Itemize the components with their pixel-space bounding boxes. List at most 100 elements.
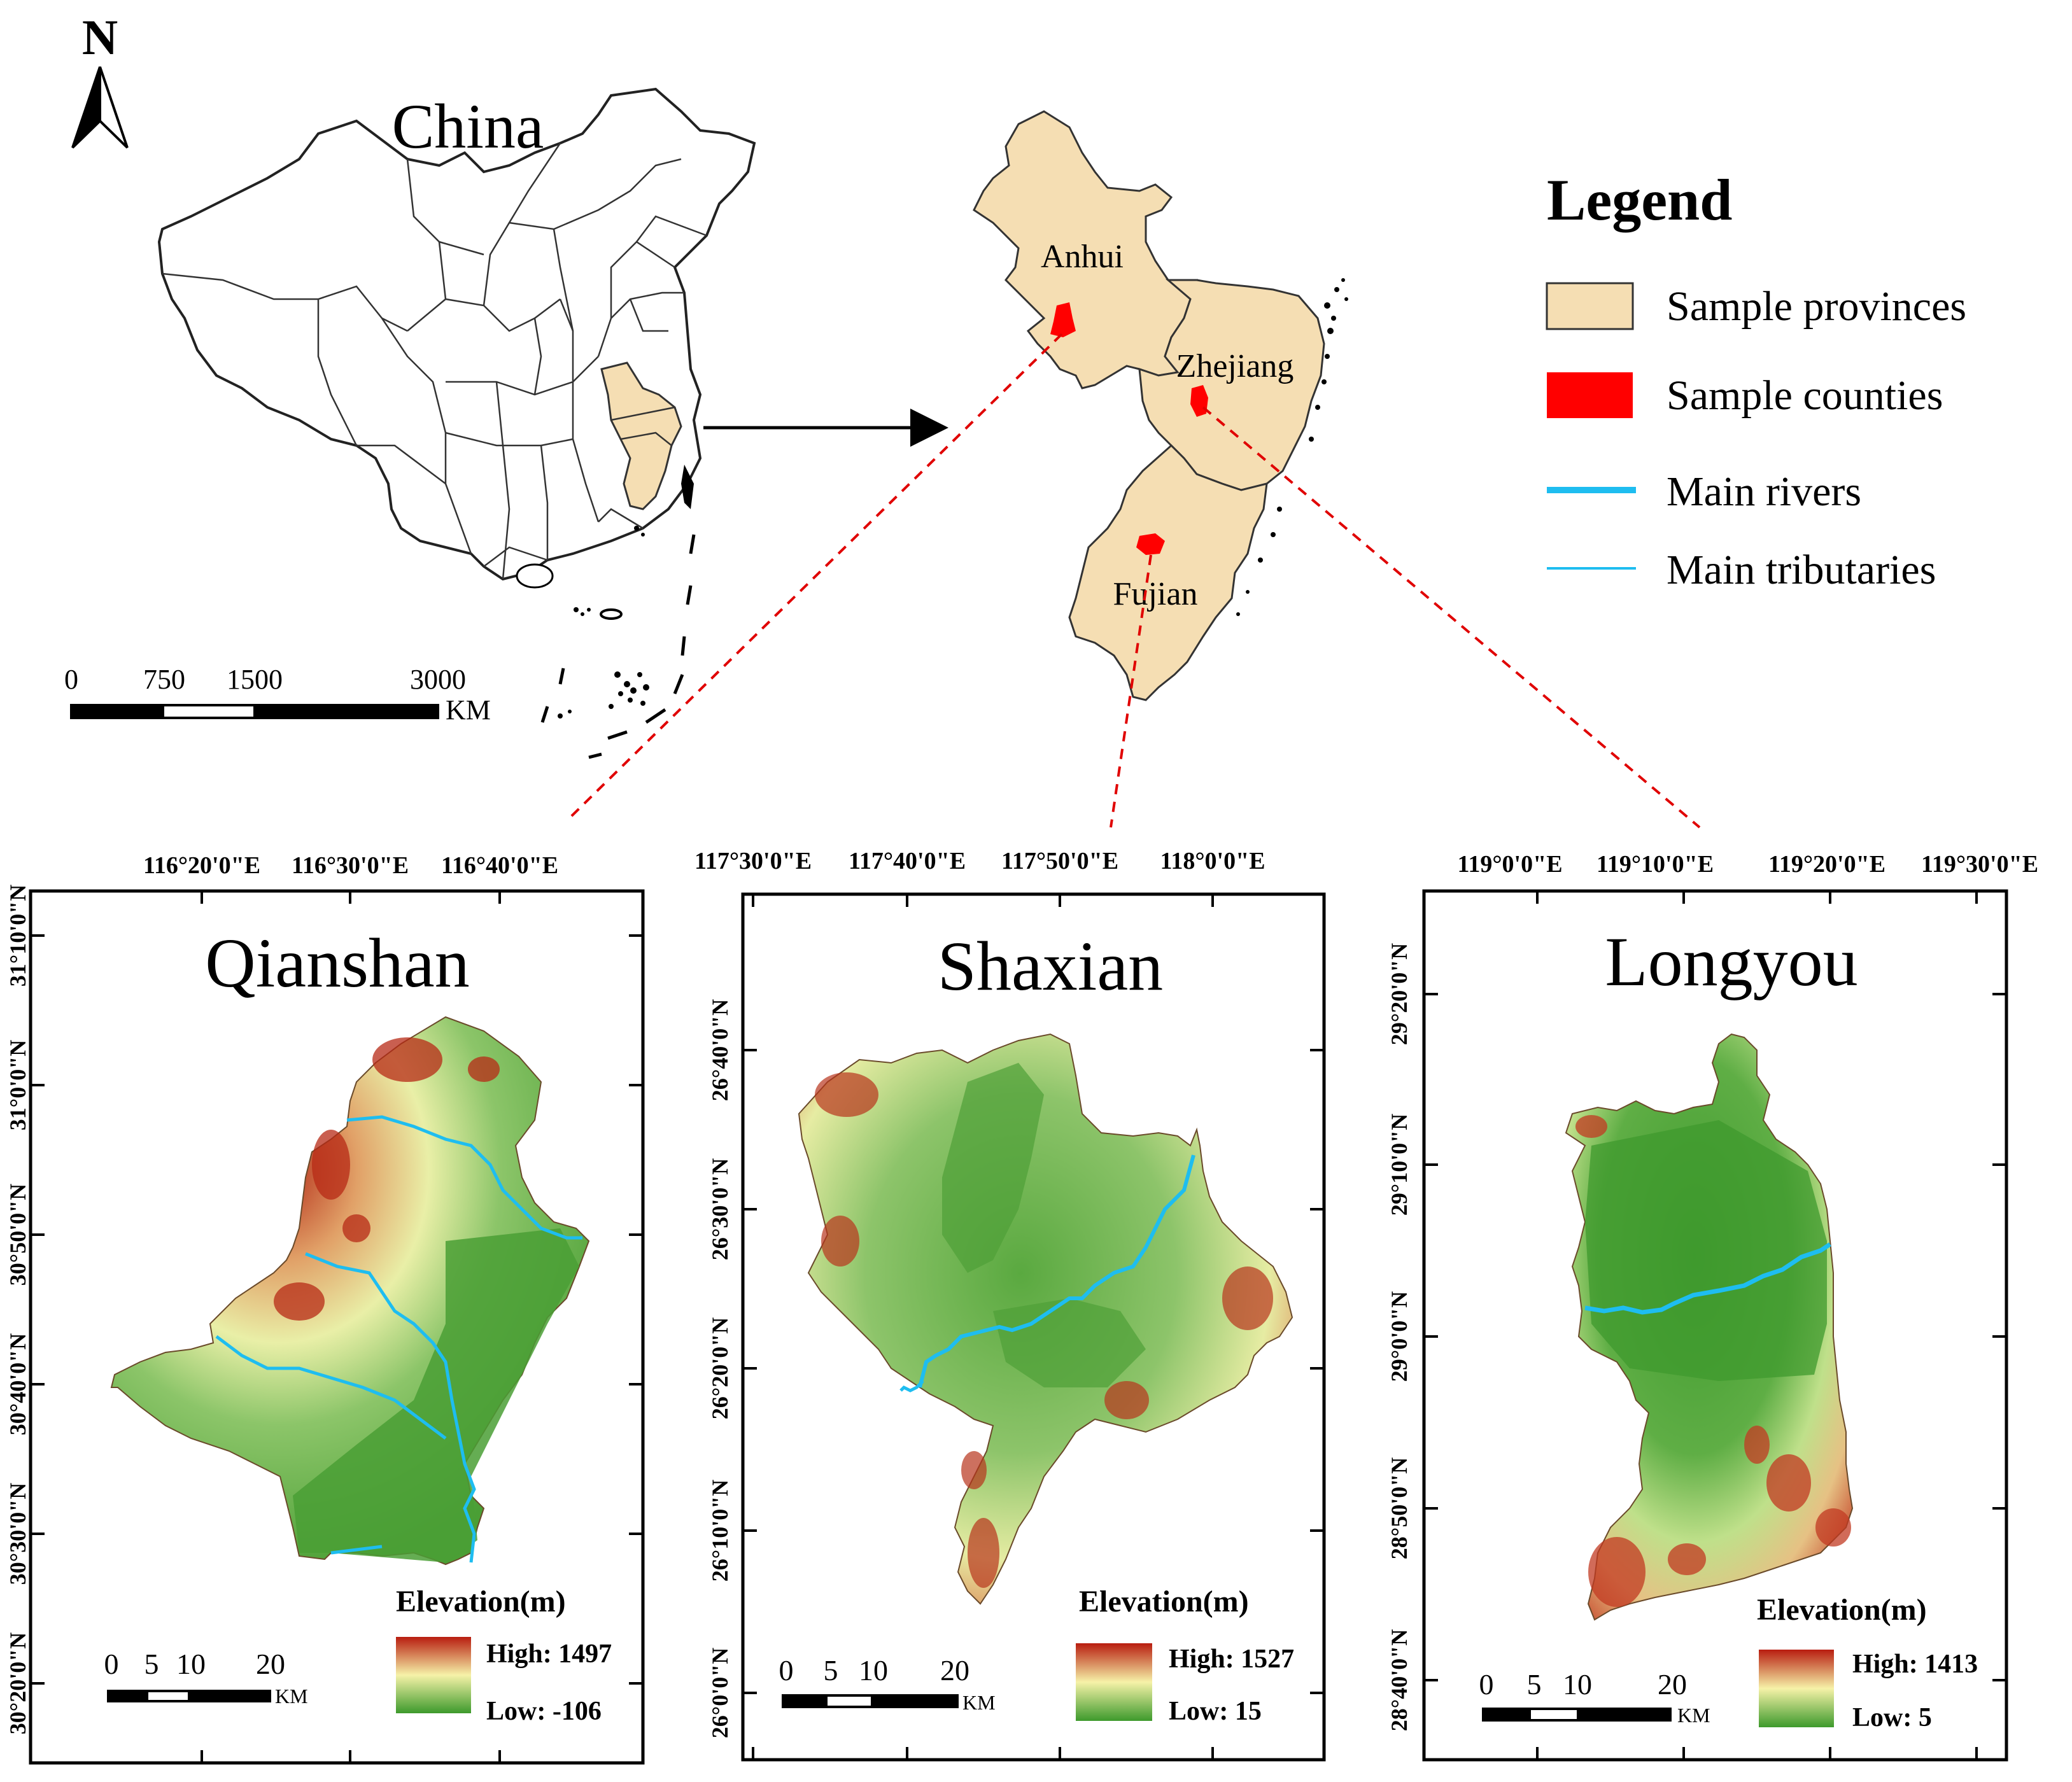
qianshan-elevation-low: Low: -106 [486, 1697, 602, 1726]
shaxian-lat-tick-1: 26°30'0"N [707, 1158, 733, 1260]
coastal-islands [1236, 278, 1348, 616]
shaxian-elevation-low: Low: 15 [1169, 1697, 1262, 1726]
province-map: Anhui Zhejiang Fujian [973, 110, 1348, 701]
legend-title: Legend [1547, 167, 1732, 232]
longyou-lon-tick-1: 119°10'0"E [1596, 851, 1714, 878]
china-map: China [64, 87, 756, 759]
legend-swatch-sample-provinces [1546, 282, 1634, 330]
shaxian-scale-tick-10: 10 [859, 1654, 888, 1687]
connector-longyou [1202, 406, 1701, 829]
qianshan-lat-tick-0: 31°10'0"N [5, 885, 31, 986]
shaxian-lat-tick-3: 26°10'0"N [707, 1480, 733, 1582]
china-outline [157, 87, 756, 581]
longyou-lon-tick-0: 119°0'0"E [1457, 851, 1562, 878]
connector-lines [565, 333, 1701, 829]
longyou-scale-tick-10: 10 [1563, 1668, 1592, 1701]
connector-qianshan [565, 333, 1063, 822]
longyou-scale-tick-5: 5 [1527, 1668, 1542, 1701]
longyou-highlands [1575, 1115, 1851, 1607]
legend-label-main-tributaries: Main tributaries [1667, 547, 1936, 593]
shaxian-scale-unit: KM [962, 1691, 996, 1714]
longyou-elevation-low: Low: 5 [1852, 1703, 1932, 1732]
qianshan-scale-tick-10: 10 [176, 1648, 206, 1680]
china-scale-unit: KM [446, 694, 491, 726]
qianshan-scale-unit: KM [275, 1685, 308, 1708]
longyou-rivers [1584, 1242, 1831, 1315]
qianshan-elevation-high: High: 1497 [486, 1639, 612, 1669]
legend-swatch-sample-counties [1547, 372, 1633, 418]
province-label-fujian: Fujian [1113, 576, 1198, 612]
fujian-province [1068, 444, 1268, 701]
province-label-anhui: Anhui [1041, 239, 1124, 275]
shaxian-scale-tick-20: 20 [940, 1654, 969, 1687]
legend-label-sample-provinces: Sample provinces [1667, 283, 1966, 330]
longyou-lowlands [1585, 1120, 1827, 1381]
qianshan-scale-tick-5: 5 [144, 1648, 159, 1680]
longyou-elevation-title: Elevation(m) [1757, 1593, 1927, 1627]
longyou-lon-tick-2: 119°20'0"E [1768, 851, 1885, 878]
nine-dash-line [540, 534, 696, 759]
longyou-lon-tick-3: 119°30'0"E [1921, 851, 2038, 878]
panel-qianshan: 116°20'0"E 116°30'0"E 116°40'0"E 31°10'0… [5, 852, 645, 1765]
china-scale-tick-750: 750 [143, 664, 185, 695]
sample-county-qianshan [1050, 302, 1076, 337]
panel-longyou: 119°0'0"E 119°10'0"E 119°20'0"E 119°30'0… [1386, 851, 2038, 1762]
longyou-scale-tick-20: 20 [1658, 1668, 1687, 1701]
longyou-scale-bar: 0 5 10 20 KM [1479, 1668, 1710, 1727]
shaxian-scale-tick-0: 0 [779, 1654, 794, 1687]
qianshan-scale-tick-0: 0 [104, 1648, 119, 1680]
shaxian-elevation-ramp [1076, 1643, 1152, 1721]
qianshan-lat-tick-1: 31°0'0"N [5, 1040, 31, 1130]
north-arrow: N [71, 10, 129, 149]
shaxian-lowlands [942, 1063, 1146, 1387]
qianshan-scale-tick-20: 20 [256, 1648, 285, 1680]
longyou-scale-tick-0: 0 [1479, 1668, 1494, 1701]
qianshan-lat-tick-2: 30°50'0"N [5, 1184, 31, 1286]
qianshan-elevation-ramp [396, 1637, 471, 1713]
china-scale-tick-0: 0 [64, 664, 78, 695]
longyou-elevation-ramp [1759, 1650, 1834, 1727]
shaxian-lon-tick-3: 118°0'0"E [1160, 848, 1265, 874]
shaxian-lat-tick-2: 26°20'0"N [707, 1317, 733, 1419]
qianshan-highlands [274, 1037, 500, 1321]
province-boundaries [162, 143, 707, 580]
qianshan-lat-tick-4: 30°30'0"N [5, 1483, 31, 1585]
province-label-zhejiang: Zhejiang [1176, 348, 1294, 384]
shaxian-scale-bar: 0 5 10 20 KM [779, 1654, 996, 1714]
shaxian-lat-tick-0: 26°40'0"N [707, 999, 733, 1101]
china-scale-tick-3000: 3000 [410, 664, 466, 695]
sample-county-shaxian [1136, 533, 1165, 555]
legend-label-sample-counties: Sample counties [1667, 372, 1943, 419]
longyou-lat-tick-3: 28°50'0"N [1386, 1457, 1412, 1559]
qianshan-rivers [215, 1115, 582, 1563]
longyou-lat-tick-2: 29°0'0"N [1386, 1291, 1412, 1382]
china-scale-tick-1500: 1500 [227, 664, 283, 695]
qianshan-lon-tick-1: 116°30'0"E [292, 852, 409, 879]
anhui-province [973, 110, 1199, 389]
shaxian-lon-tick-1: 117°40'0"E [849, 848, 966, 874]
china-scale-bar: 0 750 1500 3000 KM [64, 664, 491, 726]
shaxian-elevation-high: High: 1527 [1169, 1645, 1294, 1674]
longyou-scale-unit: KM [1677, 1704, 1710, 1727]
shaxian-lat-tick-4: 26°0'0"N [707, 1648, 733, 1738]
north-label: N [82, 10, 118, 65]
longyou-title: Longyou [1605, 923, 1857, 1000]
qianshan-lat-tick-3: 30°40'0"N [5, 1333, 31, 1435]
shaxian-highlands [815, 1072, 1273, 1588]
shaxian-lon-tick-0: 117°30'0"E [694, 848, 812, 874]
qianshan-lon-tick-2: 116°40'0"E [441, 852, 558, 879]
panel-shaxian: 117°30'0"E 117°40'0"E 117°50'0"E 118°0'0… [694, 848, 1326, 1762]
china-islands [516, 465, 694, 719]
longyou-lat-tick-0: 29°20'0"N [1386, 943, 1412, 1045]
shaxian-lon-tick-2: 117°50'0"E [1001, 848, 1118, 874]
longyou-lat-tick-1: 29°10'0"N [1386, 1114, 1412, 1216]
shaxian-scale-tick-5: 5 [824, 1654, 838, 1687]
longyou-elevation-high: High: 1413 [1852, 1650, 1978, 1679]
qianshan-lat-tick-5: 30°20'0"N [5, 1632, 31, 1734]
qianshan-lon-tick-0: 116°20'0"E [143, 852, 260, 879]
longyou-lat-tick-4: 28°40'0"N [1386, 1629, 1412, 1731]
legend-label-main-rivers: Main rivers [1667, 468, 1861, 515]
qianshan-elevation-title: Elevation(m) [396, 1585, 566, 1618]
